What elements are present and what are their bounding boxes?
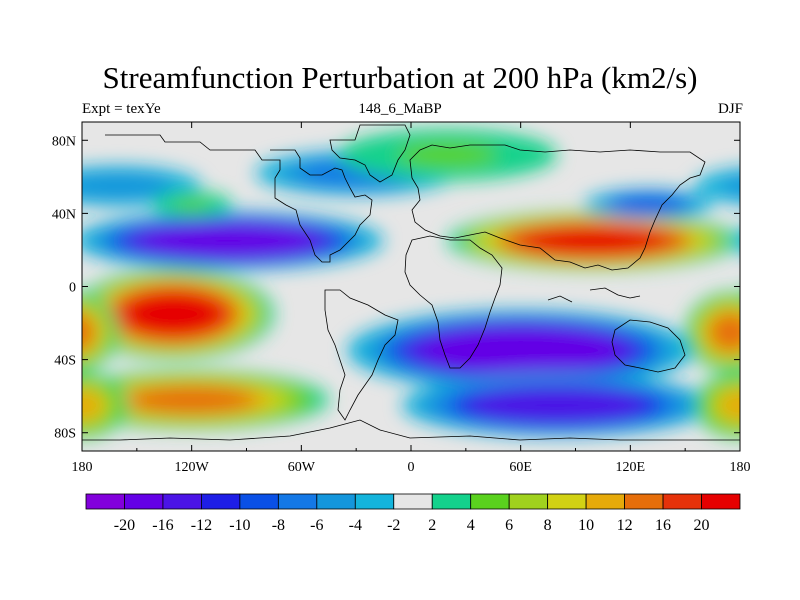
- colorbar: -20 -16 -12 -10 -8 -6 -4 -2 2 4 6 8 10 12 16 20: [85, 493, 741, 534]
- lat-tick-label: 40N: [52, 207, 76, 222]
- coastline: [404, 235, 503, 369]
- contour-region: [785, 293, 800, 335]
- coastline: [82, 419, 740, 441]
- lat-tick-label: 40S: [54, 354, 76, 369]
- contour-region: [82, 390, 103, 421]
- colorbar-label: -8: [272, 517, 285, 534]
- colorbar-box: [624, 493, 664, 510]
- colorbar-label: -20: [114, 517, 135, 534]
- latitude-axis: 80N 40N 0 40S 80S: [52, 134, 740, 442]
- coastline: [324, 289, 399, 421]
- coastline: [611, 319, 686, 373]
- lon-tick-label: 180: [730, 460, 751, 475]
- coastline: [329, 124, 411, 183]
- colorbar-label: -10: [229, 517, 250, 534]
- contour-region: [730, 294, 740, 333]
- colorbar-label: -12: [191, 517, 212, 534]
- colorbar-label: 20: [694, 517, 710, 534]
- coastlines: [82, 124, 740, 441]
- colorbar-box: [124, 493, 164, 510]
- colorbar-box: [354, 493, 395, 510]
- coastline: [105, 134, 373, 263]
- colorbar-box: [85, 493, 125, 510]
- colorbar-label: 2: [428, 517, 436, 534]
- colorbar-label: 4: [467, 517, 475, 534]
- colorbar-label: 12: [617, 517, 633, 534]
- contour-region: [753, 278, 800, 350]
- contour-region: [441, 332, 601, 369]
- contour-region: [765, 218, 800, 264]
- chart-title: Streamfunction Perturbation at 200 hPa (…: [102, 60, 698, 95]
- colorbar-label: 8: [544, 517, 552, 534]
- lon-tick-label: 120E: [616, 460, 646, 475]
- colorbar-box: [508, 493, 549, 510]
- case-label: 148_6_MaBP: [358, 101, 442, 117]
- contour-region: [127, 292, 220, 335]
- contour-region: [709, 313, 740, 351]
- plot-area: [81, 121, 800, 452]
- colorbar-box: [201, 493, 241, 510]
- colorbar-box: [393, 493, 433, 510]
- contour-region: [742, 273, 800, 354]
- contour-region: [738, 183, 740, 189]
- colorbar-label: -6: [310, 517, 323, 534]
- lon-tick-label: 180: [72, 460, 93, 475]
- colorbar-box: [162, 493, 202, 510]
- contour-fill: [82, 129, 800, 439]
- colorbar-label: 16: [655, 517, 671, 534]
- lat-tick-label: 80S: [54, 427, 76, 442]
- contour-region: [757, 380, 800, 419]
- colorbar-label: -16: [152, 517, 173, 534]
- longitude-axis: 180 120W 60W 0 60E 120E 180: [72, 122, 751, 475]
- contour-region: [486, 391, 629, 420]
- contour-region: [748, 215, 800, 267]
- experiment-label: Expt = texYe: [82, 101, 161, 117]
- lon-tick-label: 60E: [509, 460, 532, 475]
- colorbar-label: 10: [578, 517, 594, 534]
- contour-region: [730, 230, 740, 251]
- contour-region: [742, 377, 800, 423]
- colorbar-box: [585, 493, 625, 510]
- contour-region: [82, 315, 94, 349]
- lon-tick-label: 120W: [175, 460, 210, 475]
- lon-tick-label: 60W: [288, 460, 316, 475]
- contour-region: [526, 227, 661, 255]
- coastline: [409, 144, 706, 271]
- season-label: DJF: [717, 101, 743, 117]
- contour-region: [781, 221, 800, 260]
- contour-region: [82, 176, 157, 196]
- lon-tick-label: 0: [408, 460, 415, 475]
- contour-region: [719, 390, 740, 421]
- coastline: [547, 295, 573, 303]
- lat-tick-label: 80N: [52, 134, 76, 149]
- colorbar-box: [431, 493, 472, 510]
- contour-region: [157, 227, 300, 255]
- contour-region: [787, 386, 800, 413]
- contour-region: [173, 198, 211, 211]
- contour-region: [397, 143, 498, 167]
- contour-region: [772, 383, 800, 416]
- contour-region: [619, 197, 678, 211]
- colorbar-box: [701, 493, 741, 510]
- contour-region: [774, 288, 800, 340]
- colorbar-box: [277, 493, 318, 510]
- colorbar-box: [316, 493, 356, 510]
- colorbar-label: -2: [387, 517, 400, 534]
- coastline: [589, 287, 641, 299]
- contour-region: [764, 283, 800, 345]
- contour-region: [729, 178, 740, 194]
- colorbar-label: -4: [349, 517, 362, 534]
- colorbar-label: 6: [505, 517, 513, 534]
- colorbar-box: [547, 493, 587, 510]
- colorbar-box: [470, 493, 510, 510]
- lat-tick-label: 0: [69, 281, 76, 296]
- contour-region: [128, 386, 255, 414]
- colorbar-box: [239, 493, 279, 510]
- colorbar-box: [662, 493, 702, 510]
